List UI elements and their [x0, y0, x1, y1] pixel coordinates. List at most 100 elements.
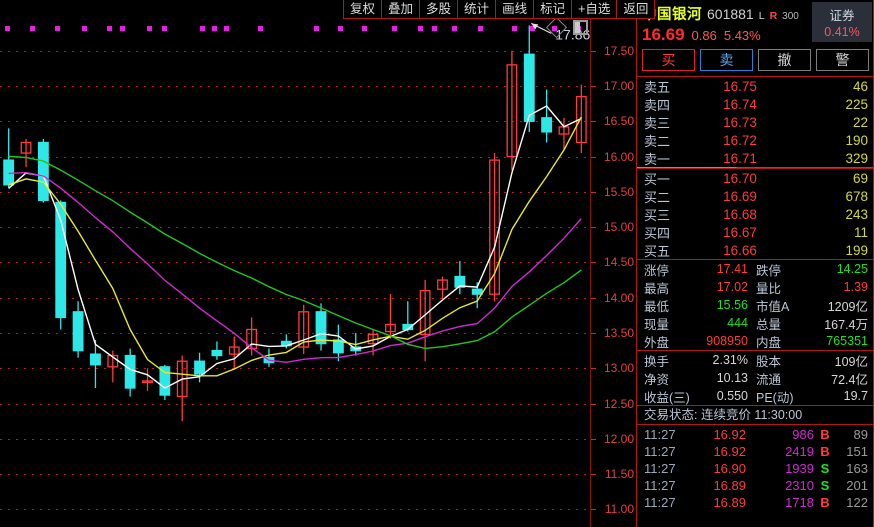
stat2-cell: 股本 109亿: [756, 351, 868, 370]
stat2-key: 收益(三): [644, 390, 690, 405]
stat2-cell: 流通 72.4亿: [756, 369, 868, 388]
tick-volume: 986: [792, 427, 814, 442]
price-axis-tick: 17.00: [603, 79, 634, 94]
stat-key: 总量: [756, 317, 782, 332]
ask-level-label: 卖二: [644, 133, 671, 149]
chart-corner-icons: [545, 16, 588, 39]
candlestick-chart[interactable]: 17.86: [0, 19, 590, 527]
bid-level-row[interactable]: 买五 16.66 199: [637, 241, 874, 259]
ask-levels: 卖五 16.75 46 卖四 16.74 225 卖三 16.73 22 卖二 16.72 190 卖一…: [637, 77, 874, 169]
peak-annotation-label: 17.86: [555, 26, 590, 42]
tick-price: 16.92: [713, 427, 746, 442]
flag-300-badge: 300: [782, 11, 799, 22]
ask-level-row[interactable]: 卖三 16.73 22: [637, 113, 874, 131]
cancel-order-button[interactable]: 撤: [758, 49, 811, 71]
split-pane-icon[interactable]: [573, 20, 588, 35]
sell-button[interactable]: 卖: [700, 49, 753, 71]
stat-key: 市值A: [756, 299, 790, 314]
diamond-icon[interactable]: [545, 16, 568, 39]
stat2-cell: PE(动) 19.7: [756, 387, 868, 406]
tick-time: 11:27: [644, 478, 676, 493]
stat2-row: 换手 2.31% 股本 109亿: [637, 351, 874, 369]
price-axis-tickmark: [591, 121, 596, 123]
tick-row[interactable]: 11:27 16.89 2310 S 201: [637, 477, 874, 494]
tick-row[interactable]: 11:27 16.92 986 B 89: [637, 426, 874, 443]
bid-level-price: 16.68: [723, 206, 757, 222]
tick-log[interactable]: 11:27 16.92 986 B 89 11:27 16.92 2419 B 151 11:27 1…: [637, 425, 874, 511]
statistics-button[interactable]: 统计: [457, 0, 497, 19]
bid-level-row[interactable]: 买二 16.69 678: [637, 187, 874, 205]
price-axis-tick: 14.50: [603, 255, 634, 270]
buy-button[interactable]: 买: [642, 49, 695, 71]
price-axis-tickmark: [591, 403, 596, 405]
stat2-key: 流通: [756, 372, 782, 387]
ask-level-volume: 329: [845, 150, 868, 166]
sector-name: 证券: [829, 9, 855, 23]
tick-direction: B: [820, 427, 830, 442]
sector-change: 0.41%: [824, 25, 860, 39]
price-axis-tick: 11.00: [604, 502, 634, 517]
tick-price: 16.89: [713, 478, 746, 493]
alert-button[interactable]: 警: [816, 49, 869, 71]
stat2-value: 19.7: [843, 389, 868, 403]
tick-row[interactable]: 11:27 16.90 1939 S 163: [637, 460, 874, 477]
price-axis-tick: 13.00: [603, 361, 634, 376]
sector-badge[interactable]: 证券 0.41%: [812, 2, 872, 42]
price-axis-tickmark: [591, 86, 596, 88]
price-axis-tickmark: [591, 191, 596, 193]
ask-level-row[interactable]: 卖四 16.74 225: [637, 95, 874, 113]
ask-level-row[interactable]: 卖五 16.75 46: [637, 77, 874, 95]
bid-level-label: 买五: [644, 243, 671, 259]
add-watchlist-button[interactable]: +自选: [571, 0, 618, 19]
ask-level-row[interactable]: 卖二 16.72 190: [637, 131, 874, 149]
tick-price: 16.90: [713, 461, 746, 476]
tick-count: 201: [846, 478, 868, 493]
price-axis-tickmark: [591, 227, 596, 229]
bid-level-volume: 243: [845, 206, 868, 222]
stat-value: 1209亿: [827, 299, 868, 314]
price-axis-tick: 16.00: [603, 149, 634, 164]
bid-level-row[interactable]: 买三 16.68 243: [637, 205, 874, 223]
bid-level-price: 16.67: [723, 224, 757, 240]
price-axis-tick: 12.50: [603, 396, 634, 411]
bid-level-label: 买一: [644, 171, 671, 187]
price-axis-tickmark: [591, 262, 596, 264]
price-axis-tick: 12.00: [603, 431, 634, 446]
bid-level-row[interactable]: 买一 16.70 69: [637, 169, 874, 187]
stat-row: 外盘 908950 内盘 765351: [637, 332, 874, 350]
mark-button[interactable]: 标记: [533, 0, 573, 19]
order-actions: 买卖撤警: [637, 46, 874, 76]
price-axis-tickmark: [591, 509, 596, 511]
back-button[interactable]: 返回: [616, 0, 656, 19]
tick-volume: 2419: [785, 444, 814, 459]
tick-row[interactable]: 11:27 16.92 2419 B 151: [637, 443, 874, 460]
tick-volume: 2310: [785, 478, 814, 493]
price-axis-tickmark: [591, 438, 596, 440]
price-axis-tickmark: [591, 156, 596, 158]
bid-level-label: 买三: [644, 207, 671, 223]
stat-value: 17.02: [716, 280, 748, 294]
bid-level-row[interactable]: 买四 16.67 11: [637, 223, 874, 241]
stat2-value: 72.4亿: [831, 372, 868, 387]
stat2-key: 股本: [756, 354, 782, 369]
multi-stock-button[interactable]: 多股: [419, 0, 459, 19]
tick-count: 122: [846, 495, 868, 510]
stat2-key: PE(动): [756, 390, 794, 405]
stat-cell: 总量 167.4万: [756, 314, 868, 333]
tick-row[interactable]: 11:27 16.89 1718 B 122: [637, 494, 874, 511]
overlay-button[interactable]: 叠加: [381, 0, 421, 19]
ask-level-row[interactable]: 卖一 16.71 329: [637, 149, 874, 167]
stat2-key: 净资: [644, 372, 670, 387]
bid-level-price: 16.69: [723, 188, 757, 204]
tick-time: 11:27: [644, 427, 676, 442]
stat-cell: 现量 444: [644, 314, 756, 333]
price-change: 0.86: [691, 28, 717, 43]
adjust-button[interactable]: 复权: [343, 0, 383, 19]
stat-key: 跌停: [756, 263, 782, 278]
ask-level-price: 16.75: [723, 78, 757, 94]
stat-row: 涨停 17.41 跌停 14.25: [637, 260, 874, 278]
price-axis-tickmark: [591, 474, 596, 476]
tick-count: 151: [846, 444, 868, 459]
drawline-button[interactable]: 画线: [495, 0, 535, 19]
